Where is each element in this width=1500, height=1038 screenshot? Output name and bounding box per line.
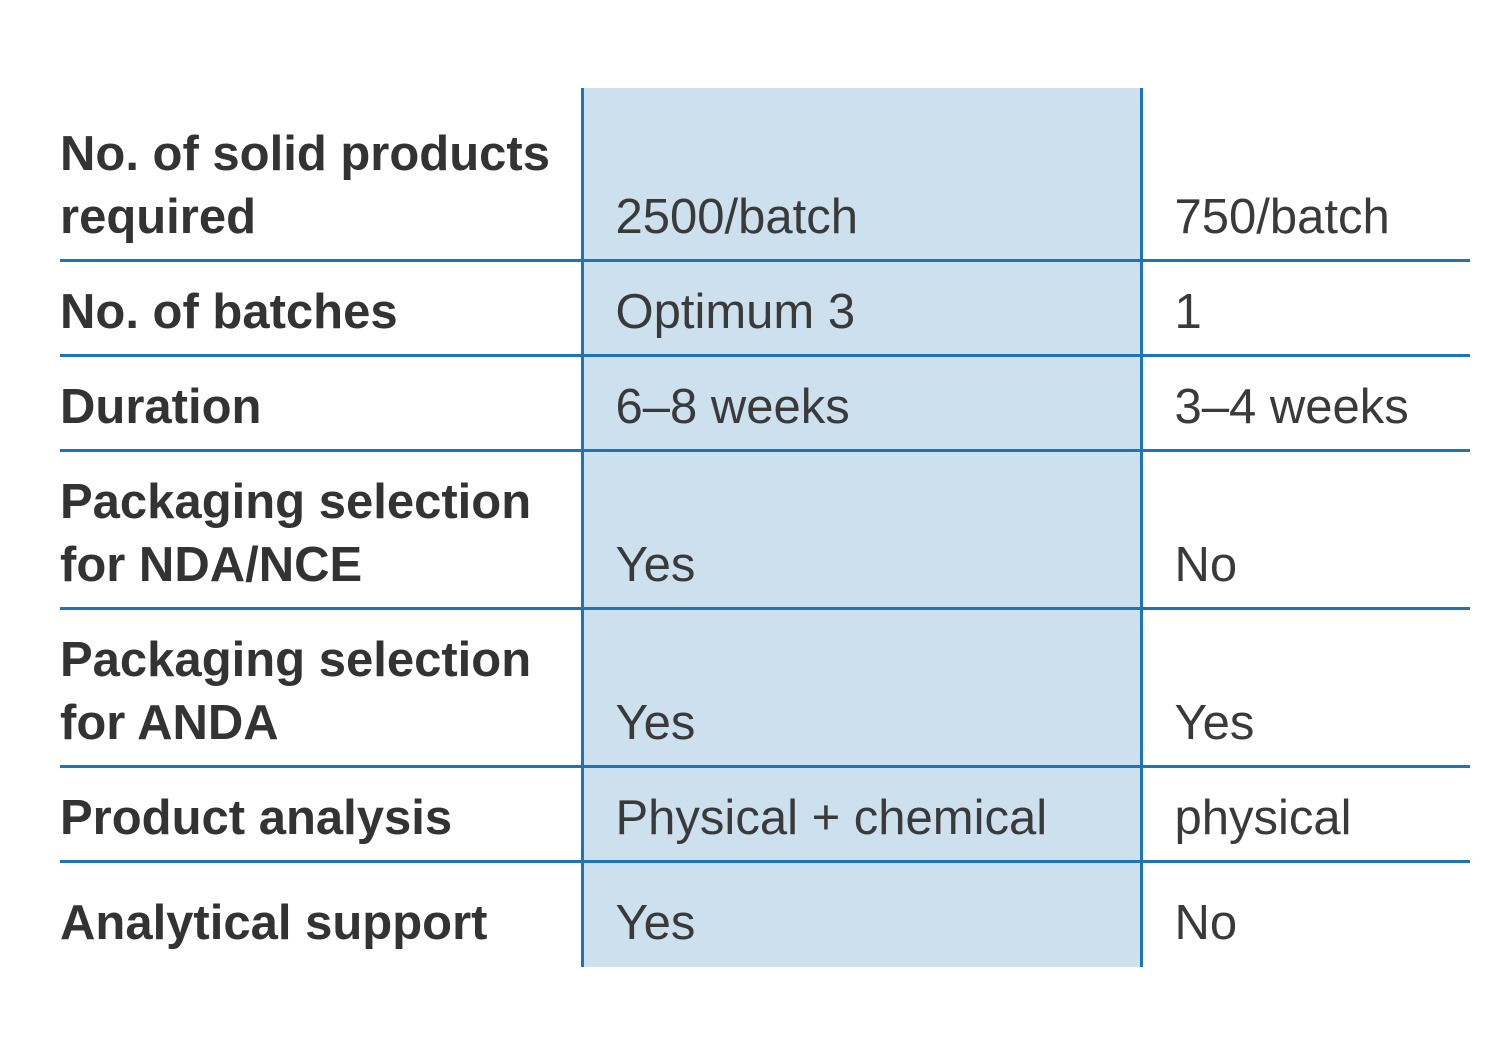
table-row: Analytical support Yes No (60, 861, 1470, 967)
table-row: No. of batches Optimum 3 1 (60, 260, 1470, 357)
comparison-table-container: No. of solid products required 2500/batc… (60, 88, 1470, 967)
highlighted-cell: Yes (580, 450, 1143, 610)
table-row: Product analysis Physical + chemical phy… (60, 766, 1470, 863)
row-label: No. of solid products required (60, 88, 582, 262)
table-row: Packaging selection for NDA/NCE Yes No (60, 450, 1470, 610)
comparison-table: No. of solid products required 2500/batc… (60, 88, 1470, 967)
table-row: No. of solid products required 2500/batc… (60, 88, 1470, 262)
table-row: Packaging selection for ANDA Yes Yes (60, 608, 1470, 768)
highlighted-cell: Optimum 3 (580, 260, 1143, 357)
table-cell: physical (1141, 766, 1470, 863)
row-label: Product analysis (60, 766, 582, 863)
table-cell: No (1141, 450, 1470, 610)
table-row: Duration 6–8 weeks 3–4 weeks (60, 355, 1470, 452)
row-label: Analytical support (60, 896, 488, 950)
row-label: Packaging selection for ANDA (60, 608, 582, 768)
table-cell: 750/batch (1141, 88, 1470, 262)
row-label: Duration (60, 355, 582, 452)
table-cell: Yes (1141, 608, 1470, 768)
row-label: No. of batches (60, 260, 582, 357)
row-label: Packaging selection for NDA/NCE (60, 450, 582, 610)
highlighted-cell: Yes (580, 861, 1143, 967)
highlighted-cell: Yes (580, 608, 1143, 768)
highlighted-cell: Physical + chemical (580, 766, 1143, 863)
table-cell: No (1174, 896, 1238, 950)
highlighted-cell: 6–8 weeks (580, 355, 1143, 452)
table-cell: 3–4 weeks (1141, 355, 1470, 452)
highlighted-cell: 2500/batch (580, 88, 1143, 262)
table-cell: 1 (1141, 260, 1470, 357)
